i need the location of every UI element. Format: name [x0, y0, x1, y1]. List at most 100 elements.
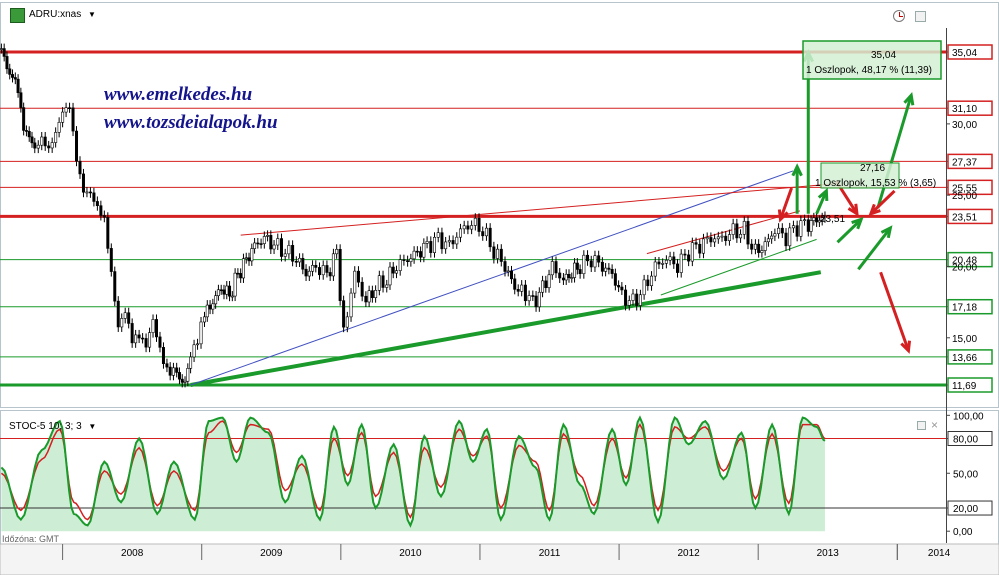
price-candle — [642, 279, 646, 296]
price-candle — [183, 380, 187, 383]
price-candle — [0, 48, 3, 50]
target-box-1-text: 1 Oszlopok, 48,17 % (11,39) — [806, 65, 932, 76]
price-candle — [47, 145, 51, 149]
price-candle — [385, 284, 389, 288]
price-candle — [447, 240, 451, 243]
x-tick-label: 2013 — [817, 548, 840, 559]
price-candle — [314, 265, 318, 268]
price-candle — [809, 220, 813, 232]
price-candle — [635, 293, 639, 306]
price-candle — [134, 334, 138, 344]
price-candle — [823, 216, 827, 219]
y-tick-label: 23,51 — [952, 212, 977, 223]
price-candle — [604, 267, 608, 272]
stoch-y-tick-box — [947, 430, 993, 446]
price-candle — [806, 219, 810, 232]
price-candle — [241, 258, 245, 279]
price-candle — [570, 277, 574, 279]
y-tick-box — [947, 298, 993, 315]
price-candle — [11, 74, 15, 78]
clock-icon[interactable] — [893, 10, 905, 22]
price-candle — [492, 246, 496, 259]
price-candle — [716, 236, 720, 240]
y-tick-label: 20,00 — [952, 262, 977, 273]
price-candle — [425, 241, 429, 244]
stoch-k-line — [0, 415, 826, 528]
x-tick-label: 2008 — [121, 548, 144, 559]
price-candle — [272, 244, 276, 250]
price-candle — [412, 250, 416, 260]
price-candle — [203, 316, 207, 323]
price-candle — [554, 261, 558, 274]
price-candle — [812, 217, 816, 221]
price-candle — [791, 225, 795, 229]
price-candle — [189, 356, 193, 369]
price-candle — [338, 248, 342, 301]
price-candle — [624, 289, 628, 306]
price-candle — [582, 254, 586, 275]
price-candle — [509, 270, 513, 280]
price-candle — [304, 268, 308, 277]
price-candle — [724, 235, 728, 241]
price-candle — [239, 273, 243, 279]
price-candle — [646, 279, 650, 287]
price-candle — [381, 275, 385, 288]
price-candle — [455, 236, 459, 245]
stoch-area — [1, 417, 825, 532]
stoch-y-tick-label: 20,00 — [953, 504, 978, 515]
price-candle — [360, 281, 364, 297]
watermark-line-2: www.tozsdeialapok.hu — [104, 112, 278, 133]
price-candle — [75, 130, 79, 162]
price-candle — [279, 238, 283, 257]
x-tick-label: 2010 — [399, 548, 422, 559]
symbol-menu[interactable]: ADRU:xnas ▼ — [29, 9, 96, 20]
price-candle — [247, 257, 251, 262]
price-candle — [735, 223, 739, 239]
price-candle — [211, 303, 215, 310]
price-candle — [766, 238, 770, 243]
price-candle — [27, 131, 31, 138]
price-candle — [753, 243, 757, 250]
price-candle — [564, 273, 568, 281]
price-candle — [506, 270, 510, 273]
price-candle — [713, 238, 717, 243]
y-tick-box — [947, 251, 993, 268]
price-candle — [276, 238, 280, 246]
indicator-close-icon[interactable]: × — [931, 418, 939, 432]
projection-arrow — [869, 189, 896, 215]
price-candle — [402, 259, 406, 261]
price-candle — [353, 270, 357, 294]
price-candle — [291, 245, 295, 262]
price-candle — [757, 243, 761, 253]
price-candle — [102, 215, 106, 218]
price-candle — [661, 263, 665, 265]
price-candle — [788, 227, 792, 247]
price-candle — [817, 220, 821, 223]
y-tick-box — [947, 100, 993, 116]
maximize-button[interactable] — [915, 11, 926, 22]
price-candle — [679, 253, 683, 273]
timezone-label: Időzóna: GMT — [2, 534, 60, 544]
price-candle — [433, 236, 437, 253]
price-candle — [311, 265, 315, 272]
price-candle — [777, 227, 781, 234]
price-candle — [573, 262, 577, 278]
price-candle — [676, 263, 680, 273]
price-candle — [130, 323, 134, 344]
y-tick-label: 27,37 — [952, 157, 977, 168]
indicator-maximize-button[interactable] — [917, 421, 926, 430]
price-candle — [653, 261, 657, 277]
price-candle — [199, 321, 203, 345]
price-candle — [64, 107, 68, 113]
indicator-menu[interactable]: STOC-5 10; 3; 3 ▼ — [9, 421, 96, 432]
price-candle — [398, 259, 402, 271]
price-candle — [208, 304, 212, 310]
price-candle — [415, 250, 419, 253]
price-candle — [668, 256, 672, 261]
price-candle — [727, 234, 731, 241]
price-candle — [19, 92, 23, 108]
price-candle — [534, 295, 538, 308]
price-candle — [803, 219, 807, 222]
price-candle — [22, 107, 26, 131]
y-tick-label: 11,69 — [952, 381, 977, 392]
